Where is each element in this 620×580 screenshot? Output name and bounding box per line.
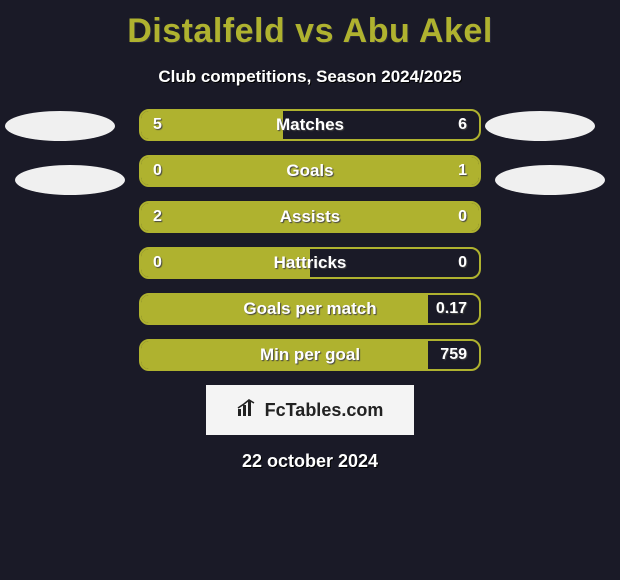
attribution-badge: FcTables.com: [206, 385, 414, 435]
stat-row: 0.17Goals per match: [139, 293, 481, 325]
stat-fill-left: [141, 249, 310, 277]
page-title: Distalfeld vs Abu Akel: [0, 0, 620, 51]
attribution-text: FcTables.com: [265, 400, 384, 421]
stat-value-right: 759: [440, 341, 467, 369]
comparison-chart: 56Matches 01Goals 20Assists 00Hattricks 0.17…: [0, 109, 620, 371]
player-ellipse-left: [5, 111, 115, 141]
stat-value-right: 6: [458, 111, 467, 139]
stat-fill-right: [405, 203, 479, 231]
stat-fill-left: [141, 203, 405, 231]
stat-value-right: 0: [458, 249, 467, 277]
stat-row: 56Matches: [139, 109, 481, 141]
date-label: 22 october 2024: [0, 451, 620, 472]
stat-fill-left: [141, 111, 283, 139]
stat-value-right: 0.17: [436, 295, 467, 323]
player-ellipse-right: [495, 165, 605, 195]
player-ellipse-left: [15, 165, 125, 195]
stat-fill-left: [141, 295, 428, 323]
stat-row: 00Hattricks: [139, 247, 481, 279]
stat-fill-left: [141, 157, 202, 185]
subtitle: Club competitions, Season 2024/2025: [0, 67, 620, 87]
stat-fill-left: [141, 341, 428, 369]
stat-row: 01Goals: [139, 155, 481, 187]
stat-fill-right: [202, 157, 479, 185]
chart-icon: [237, 399, 259, 422]
stat-row: 759Min per goal: [139, 339, 481, 371]
player-ellipse-right: [485, 111, 595, 141]
stat-row: 20Assists: [139, 201, 481, 233]
